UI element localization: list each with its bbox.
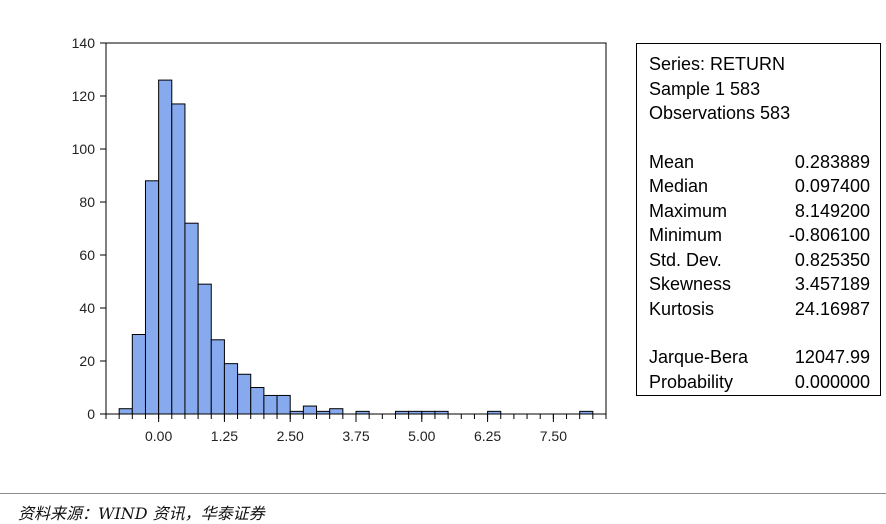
histogram-bar (144, 180, 160, 415)
histogram-bar (118, 408, 133, 415)
stat-value: -0.806100 (788, 225, 870, 245)
stat-label: Mean (649, 151, 695, 172)
stat-label: Probability (649, 371, 734, 392)
y-tick-label: 120 (72, 88, 96, 104)
histogram-bar (158, 79, 173, 415)
stat-row-minimum: Minimum -0.806100 (649, 223, 870, 248)
x-tick-label: 0.00 (145, 428, 172, 444)
histogram-bar (131, 334, 146, 415)
stat-row-std-dev: Std. Dev. 0.825350 (649, 248, 870, 273)
x-tick-label: 2.50 (277, 428, 304, 444)
stat-value: 0.825350 (794, 249, 870, 270)
y-tick-label: 100 (72, 141, 96, 157)
y-tick-label: 20 (79, 353, 95, 369)
x-tick-label: 3.75 (342, 428, 369, 444)
histogram-bar (197, 283, 212, 415)
y-tick-label: 40 (79, 300, 95, 316)
histogram-bar (210, 339, 225, 415)
stat-row-median: Median 0.097400 (649, 174, 870, 199)
descriptive-stats-panel: Series: RETURN Sample 1 583 Observations… (636, 43, 881, 396)
y-tick-label: 60 (79, 247, 95, 263)
stat-label: Maximum (649, 200, 728, 221)
stat-row-probability: Probability 0.000000 (649, 370, 870, 395)
histogram-bar (184, 222, 199, 415)
histogram-bar (276, 394, 291, 415)
stat-value: 0.097400 (794, 176, 870, 196)
bars-layer (118, 79, 594, 415)
x-axis: 0.00 1.25 2.50 3.75 5.00 6.25 7.50 (105, 414, 607, 444)
stat-value: 24.16987 (794, 298, 870, 319)
histogram-bar (171, 103, 186, 415)
stat-row-jarque-bera: Jarque-Bera 12047.99 (649, 345, 870, 370)
x-tick-label: 1.25 (211, 428, 238, 444)
x-tick-label: 5.00 (408, 428, 435, 444)
histogram-bar (263, 394, 278, 415)
sample-range: Sample 1 583 (649, 78, 761, 99)
stat-value: 0.000000 (794, 371, 870, 392)
histogram-bar (223, 363, 239, 415)
y-axis: 0 20 40 60 80 100 120 140 (72, 35, 106, 422)
footer-divider (0, 493, 886, 494)
y-tick-label: 80 (79, 194, 95, 210)
observations-count: Observations 583 (649, 103, 791, 123)
stat-label: Median (649, 176, 709, 196)
y-tick-label: 0 (87, 406, 95, 422)
stat-value: 8.149200 (794, 200, 870, 221)
histogram-bar (237, 373, 252, 415)
stat-row-kurtosis: Kurtosis 24.16987 (649, 297, 870, 322)
stat-row-skewness: Skewness 3.457189 (649, 272, 870, 297)
stat-row-maximum: Maximum 8.149200 (649, 199, 870, 224)
stat-value: 3.457189 (794, 274, 870, 294)
stat-value: 12047.99 (794, 347, 870, 367)
stat-row-mean: Mean 0.283889 (649, 150, 870, 175)
stat-label: Minimum (649, 225, 723, 245)
histogram-bar (329, 408, 344, 415)
histogram-bar (250, 387, 265, 415)
y-tick-label: 140 (72, 35, 96, 51)
stat-label: Kurtosis (649, 298, 715, 319)
stat-value: 0.283889 (794, 151, 870, 172)
stat-label: Jarque-Bera (649, 347, 749, 367)
stat-label: Skewness (649, 274, 732, 294)
x-tick-label: 6.25 (474, 428, 501, 444)
x-tick-label: 7.50 (540, 428, 567, 444)
source-note: 资料来源：WIND 资讯，华泰证券 (18, 504, 265, 523)
stat-label: Std. Dev. (649, 249, 722, 270)
histogram-bar (302, 405, 318, 415)
series-name: Series: RETURN (649, 54, 786, 74)
